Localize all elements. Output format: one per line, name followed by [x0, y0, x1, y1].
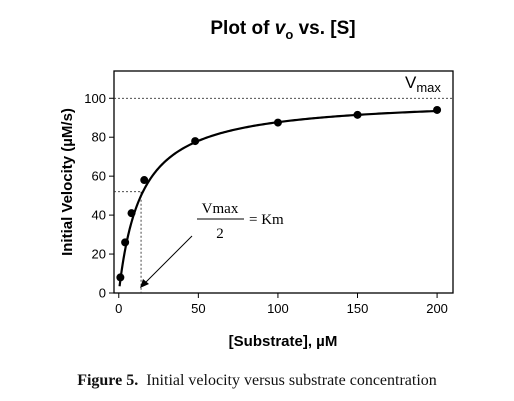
equals-km-text: = Km	[249, 212, 284, 228]
caption-text: Initial velocity versus substrate concen…	[146, 372, 437, 389]
vmax-label: Vmax	[405, 73, 441, 95]
title-suffix: vs. [S]	[299, 18, 356, 39]
y-axis-label: Initial Velocity (µM/s)	[59, 108, 76, 256]
y-tick-label: 60	[92, 169, 106, 184]
title-prefix: Plot of	[210, 18, 270, 39]
curve-layer	[118, 109, 438, 287]
fraction-denominator: 2	[216, 226, 224, 242]
x-tick-label: 50	[191, 301, 205, 316]
y-tick-label: 0	[99, 286, 106, 301]
fraction-numerator: Vmax	[202, 201, 239, 217]
y-tick-label: 40	[92, 208, 106, 223]
data-point	[433, 105, 442, 114]
data-point	[116, 273, 125, 282]
data-point	[127, 209, 136, 218]
points-layer	[116, 105, 442, 282]
figure-caption: Figure 5. Initial velocity versus substr…	[0, 372, 514, 390]
data-point	[191, 137, 200, 146]
y-tick-label: 20	[92, 247, 106, 262]
km-pointer-arrowhead	[140, 279, 149, 288]
half-vmax-equals-km-annotation: Vmax 2 = Km	[140, 201, 284, 288]
x-tick-label: 200	[426, 301, 448, 316]
data-point	[121, 238, 130, 247]
guides-layer	[114, 97, 453, 293]
y-tick-label: 100	[84, 91, 106, 106]
ticks-layer: 0 50 100 150 200 0 20 40 60 80 100	[84, 91, 448, 316]
title-subscript: o	[285, 27, 293, 42]
x-tick-label: 100	[267, 301, 289, 316]
km-pointer-arrow	[142, 235, 193, 286]
title-variable: v	[275, 18, 287, 39]
data-point	[140, 176, 149, 185]
data-point	[353, 110, 362, 119]
chart-title: Plot of vo vs. [S]	[210, 18, 355, 42]
y-tick-label: 80	[92, 130, 106, 145]
plot-area-frame	[113, 70, 454, 294]
michaelis-menten-chart: Plot of vo vs. [S] 0 50 100 150 200 0 20 40 60 80…	[59, 18, 454, 350]
x-axis-label: [Substrate], µM	[229, 333, 338, 350]
caption-label: Figure 5.	[77, 372, 139, 389]
x-tick-label: 150	[347, 301, 369, 316]
data-point	[273, 118, 282, 127]
x-tick-label: 0	[115, 301, 122, 316]
fitted-curve	[118, 109, 438, 287]
